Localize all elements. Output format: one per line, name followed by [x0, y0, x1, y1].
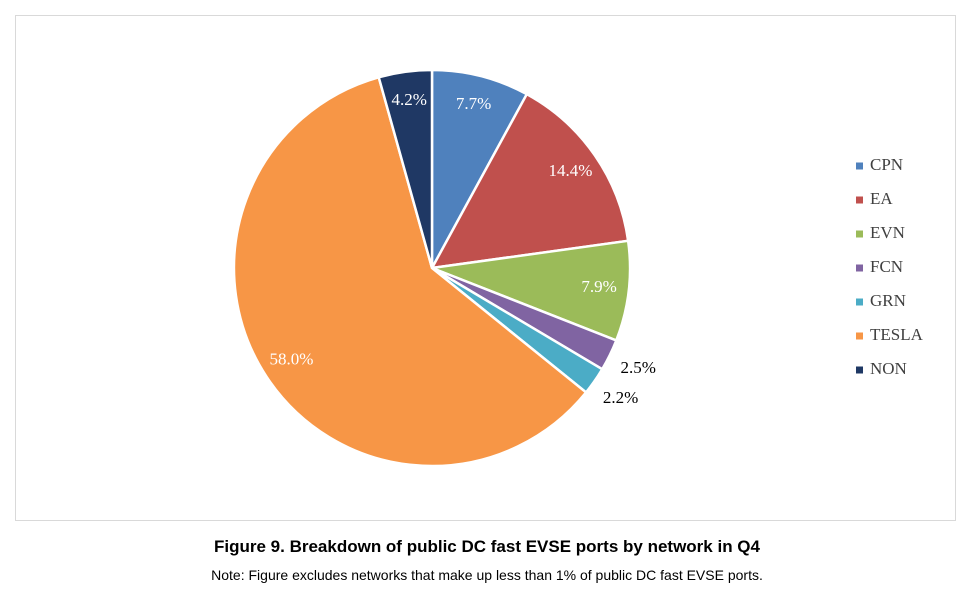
chart-title: Figure 9. Breakdown of public DC fast EV… — [214, 537, 761, 556]
chart-note: Note: Figure excludes networks that make… — [211, 567, 763, 583]
legend-swatch — [856, 366, 863, 374]
legend-label: FCN — [870, 257, 903, 276]
data-label: 4.2% — [391, 90, 426, 109]
legend-swatch — [856, 162, 863, 170]
data-label: 7.7% — [456, 94, 491, 113]
data-label: 2.5% — [621, 358, 656, 377]
legend-swatch — [856, 298, 863, 306]
pie-slice — [377, 68, 434, 269]
data-label: 7.9% — [581, 277, 616, 296]
legend-label: TESLA — [870, 325, 924, 344]
data-label: 2.2% — [603, 388, 638, 407]
legend-label: EVN — [870, 223, 905, 242]
pie-slice — [430, 68, 529, 269]
legend-label: NON — [870, 359, 907, 378]
legend-label: CPN — [870, 155, 903, 174]
legend-label: GRN — [870, 291, 906, 310]
data-label: 58.0% — [269, 349, 313, 368]
legend-swatch — [856, 196, 863, 204]
pie-slice — [427, 239, 632, 343]
data-label: 14.4% — [548, 161, 592, 180]
legend-label: EA — [870, 189, 893, 208]
legend-swatch — [856, 332, 863, 340]
legend-swatch — [856, 264, 863, 272]
pie-slice — [429, 92, 630, 270]
pie-slice — [232, 75, 588, 468]
legend-swatch — [856, 230, 863, 238]
